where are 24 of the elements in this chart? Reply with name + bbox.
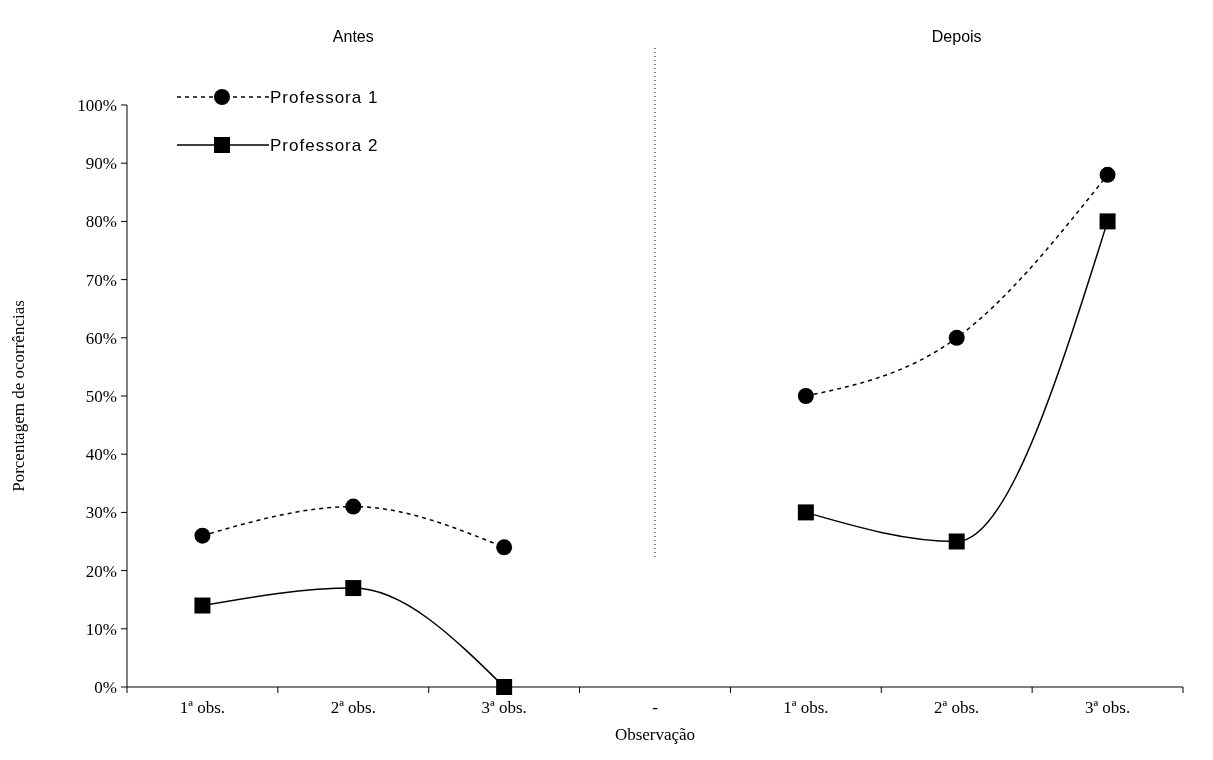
text: Depois (931, 28, 982, 45)
y-tick-label: 10% (85, 619, 117, 639)
legend-label: Professora 2 (270, 135, 379, 155)
y-tick-label: 40% (85, 445, 117, 465)
y-tick-label: 80% (85, 212, 117, 232)
y-tick-label: 20% (85, 561, 117, 581)
x-tick-label: - (652, 698, 659, 717)
y-tick-label: 100% (77, 95, 117, 115)
text: Antes (332, 28, 374, 45)
y-tick-label: 60% (85, 328, 117, 348)
y-tick-label: 0% (94, 677, 117, 697)
x-axis-title: Observação (614, 725, 696, 744)
y-tick-label: 70% (85, 270, 117, 290)
y-tick-label: 50% (85, 386, 117, 406)
y-tick-label: 90% (85, 154, 117, 174)
x-tick-label: 3ª obs. (1084, 698, 1131, 717)
x-tick-label: 1ª obs. (179, 698, 226, 717)
x-tick-label: 2ª obs. (330, 698, 376, 717)
x-tick-label: 3ª obs. (481, 698, 527, 717)
legend-label: Professora 1 (270, 87, 379, 107)
y-axis-title: Porcentagem de ocorrências (9, 300, 28, 492)
x-tick-label: 2ª obs. (934, 698, 980, 717)
x-tick-label: 1ª obs. (783, 698, 829, 717)
y-tick-label: 30% (85, 503, 117, 523)
